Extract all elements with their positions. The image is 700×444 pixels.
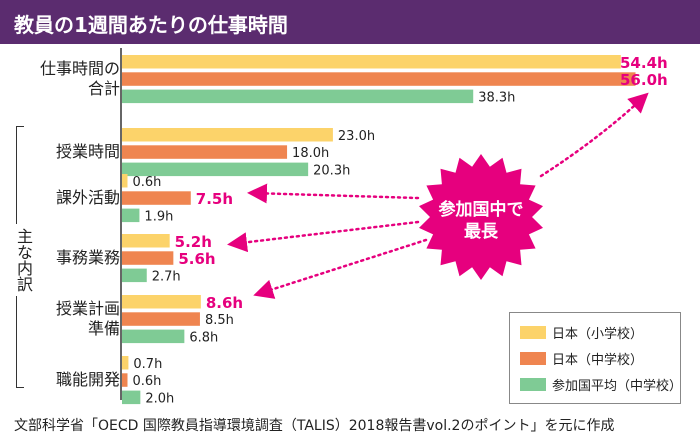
bar-admin-average [122,268,147,283]
value-label-total-elementary: 54.4h [620,54,668,72]
value-label-extracurricular-junior: 7.5h [196,190,233,208]
value-label-teaching-elementary: 23.0h [338,129,375,144]
bar-teaching-elementary [122,128,333,142]
value-label-planning-average: 6.8h [189,330,218,345]
bar-development-elementary [122,356,129,370]
value-label-planning-elementary: 8.6h [206,294,243,312]
bar-admin-elementary [122,234,170,248]
bar-total-junior [122,72,636,86]
value-label-total-average: 38.3h [478,90,515,105]
bar-admin-junior [122,251,174,265]
callout-arrow-admin [227,220,420,253]
category-label-admin: 事務業務 [55,248,120,268]
bar-extracurricular-elementary [122,174,128,188]
value-label-admin-average: 2.7h [152,269,181,284]
value-label-teaching-junior: 18.0h [292,146,329,161]
bar-total-elementary [122,55,621,69]
value-label-extracurricular-average: 1.9h [144,209,173,224]
category-label-development: 職能開発 [55,370,120,390]
bar-teaching-average [122,162,309,177]
bar-extracurricular-average [122,208,140,223]
bar-planning-junior [122,312,200,326]
starburst-shape [419,154,543,280]
bar-planning-average [122,329,185,344]
value-label-development-junior: 0.6h [133,374,162,389]
callout-arrow-planning [253,238,428,299]
title-bar: 教員の1週間あたりの仕事時間 [0,0,700,44]
callout-badge: 参加国中で 最長 [417,153,545,281]
value-label-total-junior: 56.0h [620,71,668,89]
category-label-teaching: 授業時間 [55,142,120,162]
breakdown-label: 主な内訳 [12,224,33,296]
legend-swatch-average [520,378,546,391]
category-label-planning: 授業計画 準備 [55,299,120,339]
category-label-extracurricular: 課外活動 [55,188,120,208]
legend: 日本（小学校） 日本（中学校） 参加国平均（中学校） [509,312,683,404]
value-label-development-elementary: 0.7h [133,357,162,372]
legend-label-elementary: 日本（小学校） [552,327,644,342]
value-label-teaching-average: 20.3h [313,163,350,178]
bar-total-average [122,89,474,104]
bar-development-average [122,390,141,405]
callout-line-1: 参加国中で [438,200,524,220]
bar-extracurricular-junior [122,191,191,205]
callout-line-2: 最長 [464,222,498,242]
legend-label-junior: 日本（中学校） [552,353,644,368]
chart-title: 教員の1週間あたりの仕事時間 [14,13,288,37]
value-label-admin-junior: 5.6h [178,250,215,268]
value-label-extracurricular-elementary: 0.6h [133,175,162,190]
bar-teaching-junior [122,145,288,159]
value-label-planning-junior: 8.5h [205,313,234,328]
bar-planning-elementary [122,295,201,309]
legend-label-average: 参加国平均（中学校） [552,379,683,394]
callout-arrow-total [539,92,649,178]
category-label-total: 仕事時間の 合計 [39,59,120,99]
callout-arrow-extracurricular [247,183,420,204]
source-note: 文部科学省「OECD 国際教員指導環境調査（TALIS）2018報告書vol.2… [14,418,615,434]
value-label-development-average: 2.0h [145,391,174,406]
legend-swatch-junior [520,352,546,365]
legend-swatch-elementary [520,326,546,339]
value-label-admin-elementary: 5.2h [175,233,212,251]
bar-development-junior [122,373,128,387]
